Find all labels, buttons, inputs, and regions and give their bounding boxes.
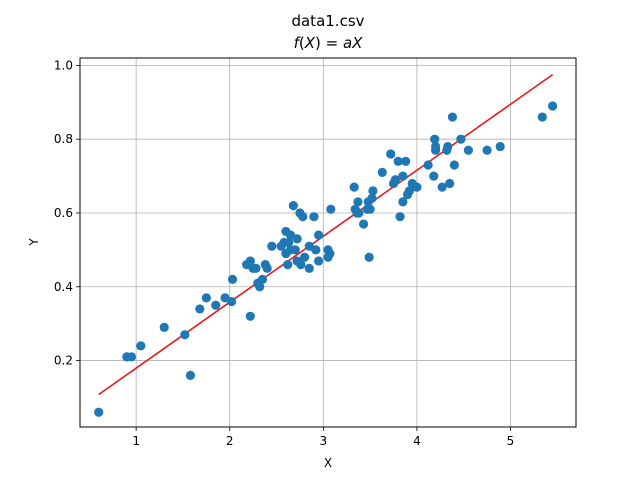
data-point [300, 252, 310, 262]
y-tick-label: 0.4 [54, 280, 73, 294]
data-point [304, 263, 314, 273]
data-point [445, 178, 455, 189]
data-point [456, 134, 466, 144]
data-point [94, 407, 104, 417]
x-tick-label: 4 [413, 434, 421, 448]
data-point [325, 248, 335, 259]
data-points [94, 101, 558, 417]
data-point [251, 263, 261, 273]
x-tick-label: 2 [226, 434, 234, 448]
data-point [267, 241, 277, 251]
data-point [482, 145, 492, 155]
data-point [358, 219, 369, 229]
data-point [412, 182, 422, 192]
data-point [311, 245, 321, 255]
data-point [292, 234, 302, 244]
x-tick-label: 3 [320, 434, 328, 448]
y-axis-label: Y [27, 238, 41, 247]
data-point [136, 341, 146, 351]
data-point [447, 112, 458, 122]
data-point [326, 204, 336, 214]
x-tick-label: 5 [507, 434, 515, 448]
data-point [309, 212, 319, 222]
data-point [296, 260, 306, 270]
data-point [365, 204, 375, 214]
data-point [395, 212, 405, 222]
data-point [390, 175, 400, 185]
grid-lines [80, 58, 576, 427]
x-tick-label: 1 [132, 434, 140, 448]
data-point [398, 197, 408, 207]
data-point [367, 193, 377, 203]
data-point [537, 112, 547, 122]
plot-frame [79, 57, 577, 428]
data-point [126, 352, 137, 362]
data-point [449, 160, 459, 170]
data-point [201, 293, 211, 303]
data-point [185, 370, 196, 380]
fit-line-group [98, 73, 554, 396]
y-tick-label: 1.0 [54, 58, 73, 72]
chart-title: data1.csv [291, 12, 364, 30]
data-point [257, 274, 268, 284]
data-point [314, 230, 324, 240]
data-point [495, 141, 505, 152]
data-point [284, 237, 294, 248]
data-point [401, 156, 411, 166]
data-point [430, 134, 440, 144]
data-point [423, 160, 433, 170]
data-point [298, 212, 308, 222]
data-point [283, 260, 293, 270]
data-point [353, 197, 363, 207]
chart-subtitle: f(X) = aX [294, 34, 364, 52]
data-point [386, 149, 396, 159]
data-point [227, 274, 238, 284]
fit-line [98, 73, 554, 396]
data-point [463, 145, 473, 155]
data-point [437, 182, 447, 192]
data-point [404, 186, 415, 196]
data-point [368, 186, 378, 196]
data-point [443, 141, 453, 152]
data-point [431, 141, 441, 152]
data-point [429, 171, 439, 181]
data-point [180, 330, 190, 340]
data-point [211, 300, 221, 310]
data-point [262, 263, 272, 273]
data-point [227, 296, 237, 307]
data-point [377, 167, 387, 177]
data-point [159, 322, 169, 332]
data-point [245, 256, 255, 266]
data-point [393, 156, 403, 166]
data-point [195, 304, 205, 314]
data-point [288, 201, 298, 211]
data-point [354, 208, 364, 218]
data-point [398, 171, 408, 181]
data-point [364, 252, 374, 262]
y-ticks: 0.2 0.4 0.6 0.8 1.0 [54, 58, 80, 368]
data-point [314, 256, 324, 266]
data-point [290, 245, 300, 255]
y-tick-label: 0.2 [54, 354, 73, 368]
data-point [548, 101, 558, 111]
data-point [245, 311, 255, 321]
x-ticks: 1 2 3 4 5 [132, 427, 514, 448]
data-point [349, 182, 359, 192]
y-tick-label: 0.6 [54, 206, 73, 220]
y-tick-label: 0.8 [54, 132, 73, 146]
x-axis-label: X [324, 456, 332, 470]
data-point [255, 282, 265, 292]
